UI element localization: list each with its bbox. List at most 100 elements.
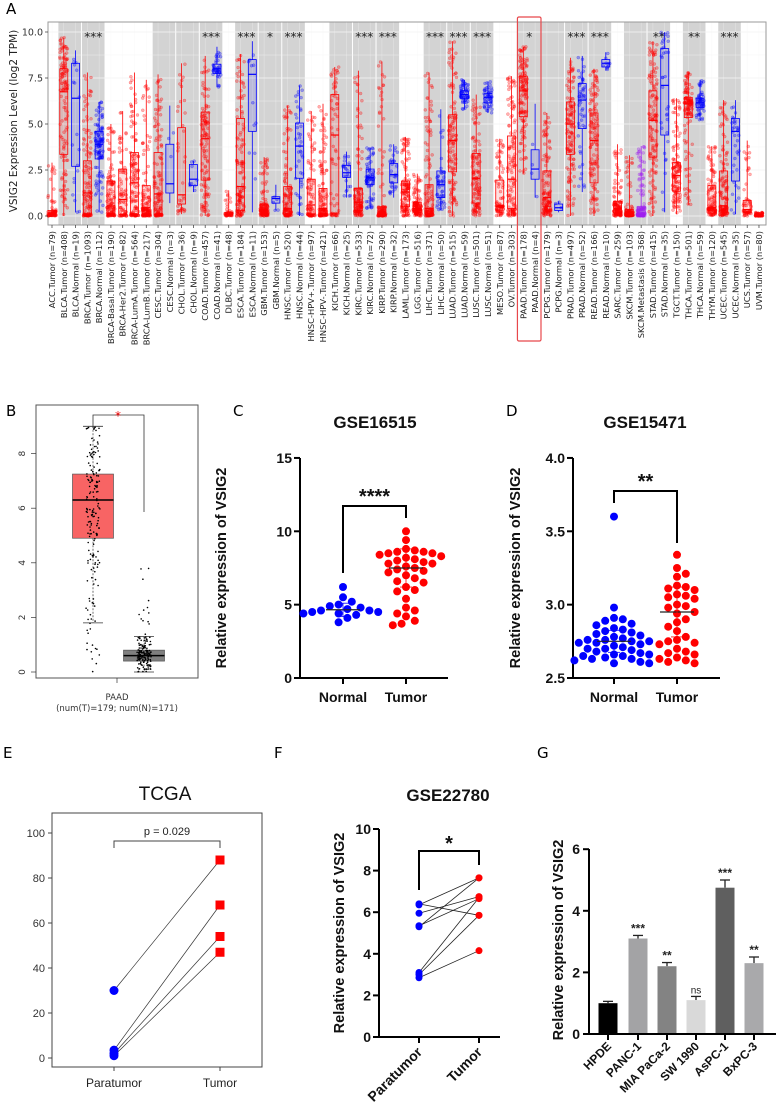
box (295, 122, 304, 179)
data-point (63, 117, 68, 121)
panel-label-d: D (506, 402, 518, 420)
plot-frame (47, 21, 767, 226)
data-point (142, 148, 146, 153)
data-point (89, 75, 93, 80)
data-point (430, 153, 434, 157)
data-point (129, 86, 133, 90)
data-point (99, 192, 104, 196)
data-point (129, 104, 134, 109)
data-point (382, 117, 386, 121)
data-point (123, 165, 127, 170)
data-point (323, 159, 327, 164)
data-point (108, 166, 113, 170)
data-point (142, 114, 146, 118)
data-point (86, 168, 90, 172)
data-point (510, 95, 514, 99)
data-point (89, 117, 93, 121)
data-point (282, 172, 287, 177)
data-point (523, 71, 528, 75)
data-point (259, 212, 264, 216)
data-point (653, 70, 658, 75)
data-point (617, 168, 622, 173)
data-point (448, 47, 452, 52)
data-point (424, 119, 428, 124)
data-point (591, 108, 596, 112)
data-point (63, 86, 67, 90)
data-point (100, 126, 104, 130)
data-point (88, 151, 93, 155)
data-point (99, 138, 103, 142)
data-point (488, 83, 492, 87)
box (353, 187, 363, 211)
data-point (616, 189, 620, 194)
data-point (64, 87, 68, 92)
data-point (519, 62, 524, 67)
data-point (518, 169, 522, 173)
data-point (318, 150, 322, 155)
data-point (84, 205, 89, 210)
data-point (501, 167, 506, 171)
data-point (87, 155, 92, 159)
data-point (58, 55, 62, 59)
panel-a-pan-cancer-boxplot: ACC.Tumor (n=79) BLCA.Tumor (n=408) BLCA.N… (8, 16, 767, 345)
box (342, 164, 351, 178)
data-point (106, 132, 110, 137)
x-tick-label: COAD.Normal (n=41) (212, 231, 222, 320)
data-point (183, 111, 187, 115)
data-point (98, 148, 103, 153)
x-tick-label: LIHC.Tumor (n=371) (424, 231, 434, 316)
data-point (429, 103, 434, 107)
data-point (477, 132, 481, 136)
data-point (62, 145, 66, 149)
box (412, 201, 422, 213)
data-point (419, 178, 423, 183)
data-point (96, 150, 101, 155)
data-point (85, 198, 89, 203)
data-point (572, 175, 576, 179)
data-point (100, 173, 105, 177)
box (188, 164, 198, 187)
data-point (129, 114, 133, 119)
data-point (60, 81, 64, 85)
data-point (82, 138, 87, 142)
data-point (578, 149, 582, 154)
x-tick-label: BRCA.Normal (n=112) (94, 231, 104, 323)
data-point (87, 204, 92, 209)
data-point (588, 207, 593, 212)
x-tick-label: READ.Normal (n=10) (601, 231, 611, 319)
data-point (549, 213, 553, 217)
data-point (317, 184, 321, 188)
data-point (478, 212, 482, 216)
data-point (217, 75, 222, 79)
data-point (236, 65, 240, 70)
data-point (199, 202, 204, 207)
box (259, 203, 269, 213)
data-point (62, 184, 66, 189)
data-point (471, 105, 475, 109)
data-point (626, 175, 630, 179)
data-point (429, 133, 433, 138)
x-tick-label: MESO.Tumor (n=87) (495, 231, 505, 315)
data-point (360, 98, 364, 103)
data-point (653, 50, 657, 54)
data-point (429, 99, 433, 104)
data-point (235, 214, 239, 218)
data-point (647, 53, 651, 57)
data-point (443, 202, 447, 206)
data-point (595, 189, 600, 194)
data-point (572, 75, 576, 80)
data-point (64, 51, 69, 55)
box (153, 152, 163, 215)
data-point (94, 108, 99, 112)
x-tick-label: PRAD.Tumor (n=497) (565, 231, 575, 319)
x-tick-label: PCPG.Tumor (n=179) (542, 231, 552, 319)
data-point (353, 210, 357, 215)
data-point (87, 199, 92, 203)
data-point (53, 199, 57, 204)
data-point (240, 109, 244, 114)
data-point (461, 81, 465, 86)
data-point (99, 100, 104, 105)
box (177, 127, 187, 205)
data-point (97, 150, 102, 154)
data-point (565, 96, 570, 100)
